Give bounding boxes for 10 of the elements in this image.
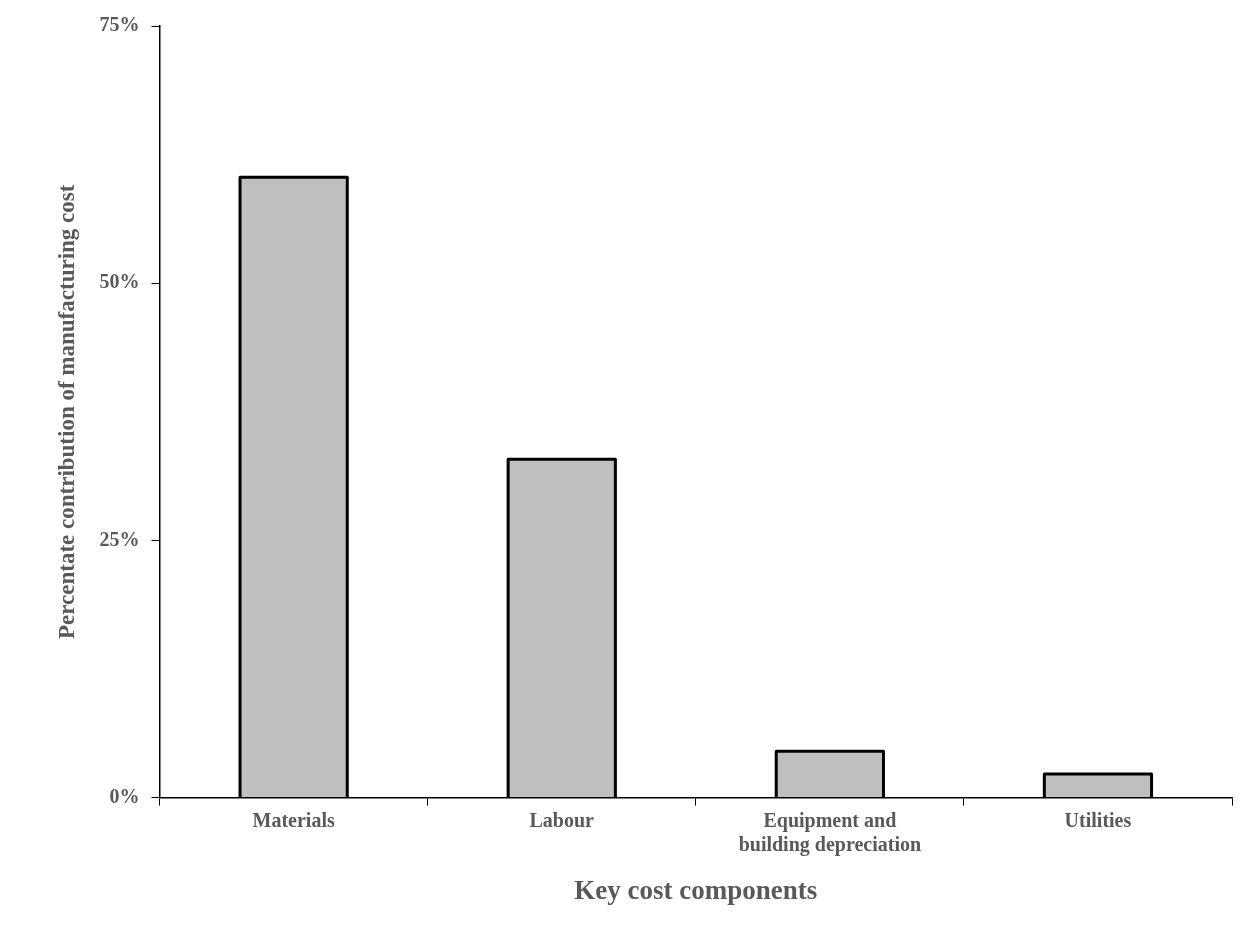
x-axis-title: Key cost components — [574, 874, 818, 905]
y-tick-label: 75% — [99, 13, 140, 36]
y-tick-label: 50% — [99, 270, 140, 293]
x-tick-label: Materials — [252, 808, 335, 831]
x-tick-label: Equipment and building depreciation — [738, 808, 922, 856]
y-tick-label: 0% — [109, 784, 140, 807]
x-tick-label: Labour — [529, 808, 595, 831]
x-tick-label: Utilities — [1064, 808, 1132, 831]
y-tick-label: 25% — [99, 527, 140, 550]
y-axis-title: Percentate contribution of manufacturing cost — [53, 184, 79, 639]
